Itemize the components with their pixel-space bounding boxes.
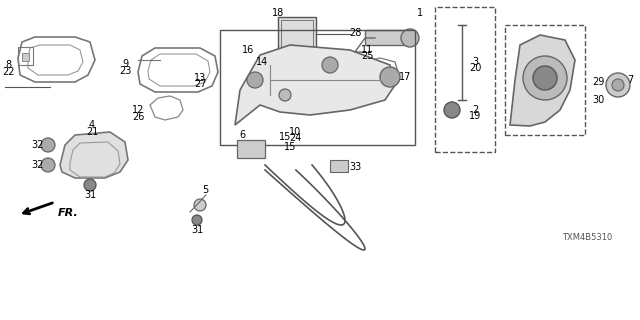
Text: 14: 14: [256, 57, 268, 67]
Text: 31: 31: [84, 190, 96, 200]
Text: 15: 15: [284, 142, 296, 152]
Text: 15: 15: [279, 132, 291, 142]
Text: 12: 12: [132, 105, 144, 115]
Text: 20: 20: [469, 63, 481, 73]
Text: 10: 10: [289, 127, 301, 137]
Bar: [281, 20, 313, 49]
Bar: [365, 30, 410, 45]
Text: 23: 23: [119, 66, 131, 76]
Text: 33: 33: [349, 162, 361, 172]
Text: 31: 31: [191, 225, 203, 235]
Text: 32: 32: [31, 160, 43, 170]
Text: 7: 7: [627, 75, 633, 85]
Text: 1: 1: [417, 8, 423, 18]
Polygon shape: [60, 132, 128, 178]
Bar: [22, 53, 29, 61]
Text: 24: 24: [289, 133, 301, 143]
Text: 6: 6: [239, 130, 245, 140]
Text: 29: 29: [592, 77, 604, 87]
Text: 27: 27: [194, 79, 206, 89]
Circle shape: [41, 158, 55, 172]
Circle shape: [533, 66, 557, 90]
Circle shape: [279, 89, 291, 101]
Text: 2: 2: [472, 105, 478, 115]
Circle shape: [612, 79, 624, 91]
Text: 13: 13: [194, 73, 206, 83]
Bar: [278, 17, 316, 52]
Circle shape: [194, 199, 206, 211]
Circle shape: [247, 72, 263, 88]
Text: TXM4B5310: TXM4B5310: [562, 234, 612, 243]
Circle shape: [444, 102, 460, 118]
Circle shape: [322, 57, 338, 73]
Polygon shape: [510, 35, 575, 126]
Polygon shape: [235, 45, 395, 125]
Bar: [330, 160, 348, 172]
Circle shape: [84, 179, 96, 191]
Bar: [435, 7, 495, 152]
Bar: [18, 47, 33, 65]
Circle shape: [380, 67, 400, 87]
Circle shape: [606, 73, 630, 97]
Text: 17: 17: [399, 72, 411, 82]
Text: 5: 5: [202, 185, 208, 195]
Text: 3: 3: [472, 57, 478, 67]
Circle shape: [401, 29, 419, 47]
Text: 25: 25: [361, 51, 373, 61]
Text: FR.: FR.: [58, 208, 79, 218]
Text: 8: 8: [5, 60, 11, 70]
Text: 32: 32: [31, 140, 43, 150]
Text: 30: 30: [592, 95, 604, 105]
Bar: [505, 25, 585, 135]
Text: 22: 22: [2, 67, 14, 77]
Text: 16: 16: [242, 45, 254, 55]
Bar: [220, 30, 415, 145]
Text: 4: 4: [89, 120, 95, 130]
Text: 26: 26: [132, 112, 144, 122]
Circle shape: [41, 138, 55, 152]
Text: 9: 9: [122, 59, 128, 69]
Text: 11: 11: [361, 45, 373, 55]
Text: 19: 19: [469, 111, 481, 121]
Text: 21: 21: [86, 127, 98, 137]
Text: 28: 28: [349, 28, 361, 38]
Circle shape: [192, 215, 202, 225]
Bar: [237, 140, 265, 158]
Text: 18: 18: [272, 8, 284, 18]
Circle shape: [523, 56, 567, 100]
